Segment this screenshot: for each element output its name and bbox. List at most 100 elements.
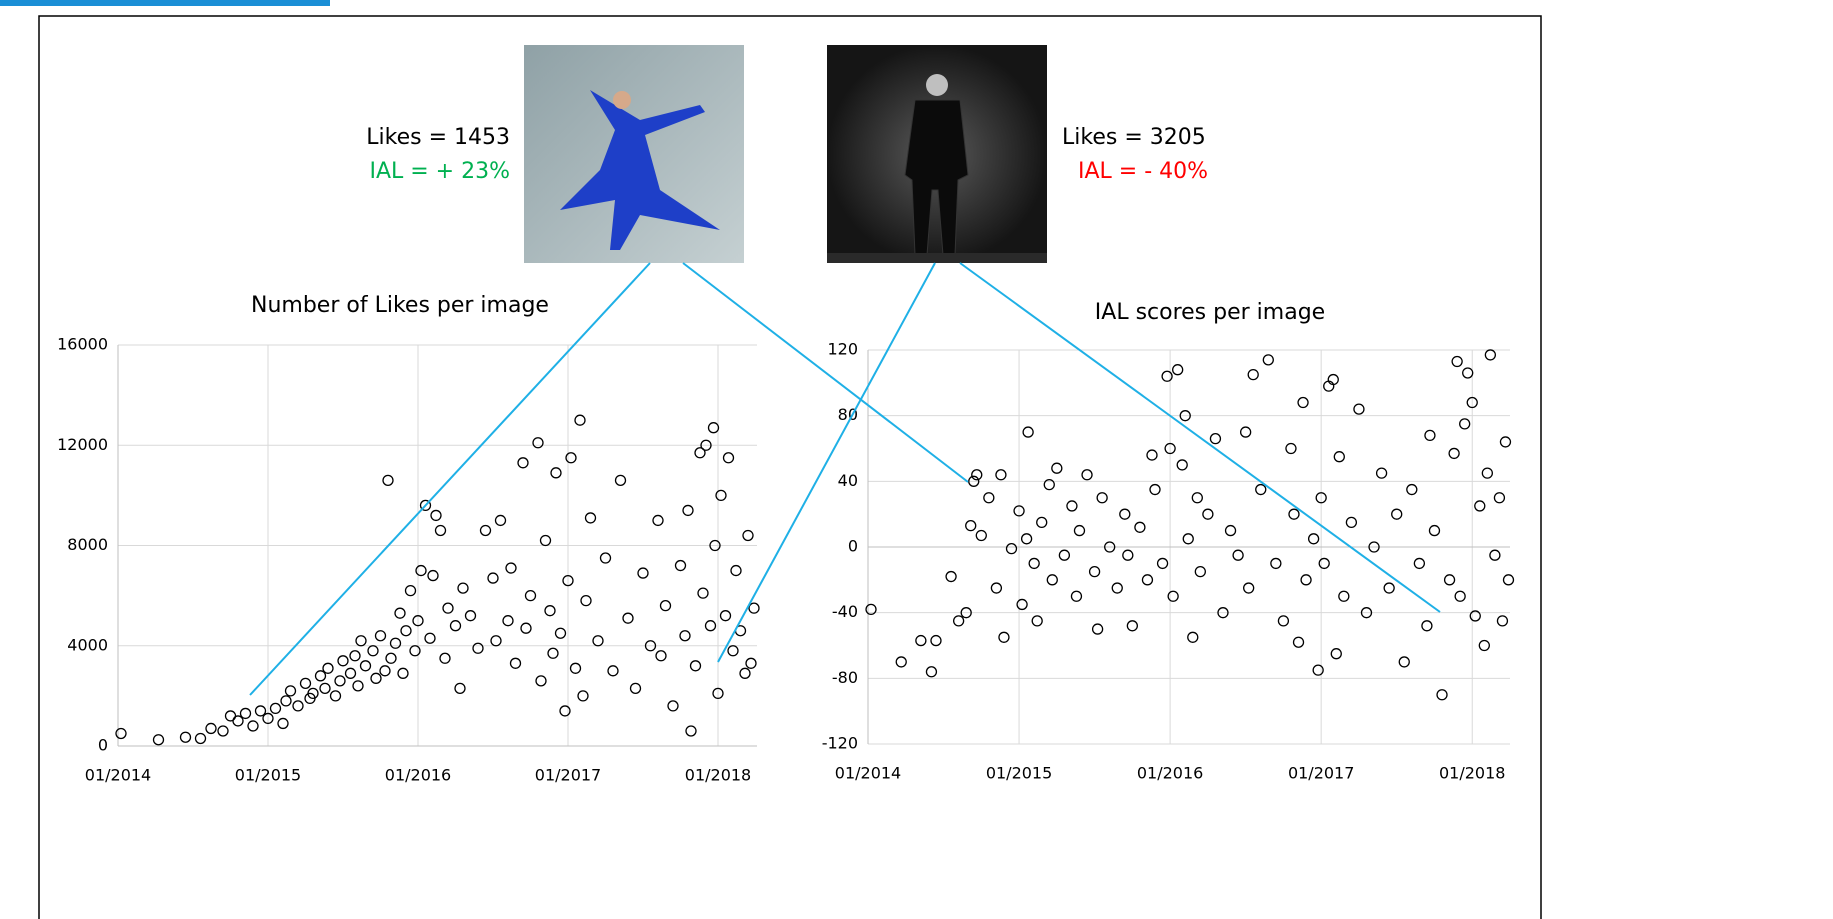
y-tick-label: 0 [98, 736, 108, 755]
point [1500, 437, 1510, 447]
point [1463, 368, 1473, 378]
point [1127, 621, 1137, 631]
point [926, 667, 936, 677]
point [1460, 419, 1470, 429]
x-tick-label: 01/2014 [85, 766, 151, 785]
point [631, 683, 641, 693]
point [946, 572, 956, 582]
point [721, 611, 731, 621]
point [668, 701, 678, 711]
point [1067, 501, 1077, 511]
point [511, 658, 521, 668]
point [984, 493, 994, 503]
point [431, 510, 441, 520]
point [371, 673, 381, 683]
point [1271, 558, 1281, 568]
point [661, 601, 671, 611]
point [1032, 616, 1042, 626]
point [593, 636, 603, 646]
point [323, 663, 333, 673]
point [271, 703, 281, 713]
point [1414, 558, 1424, 568]
point [346, 668, 356, 678]
point [380, 666, 390, 676]
point [1183, 534, 1193, 544]
point [1037, 517, 1047, 527]
point [488, 573, 498, 583]
x-tick-label: 01/2015 [235, 766, 301, 785]
point [335, 676, 345, 686]
point [1090, 567, 1100, 577]
point [680, 631, 690, 641]
point [1482, 468, 1492, 478]
point [458, 583, 468, 593]
point [916, 636, 926, 646]
point [1485, 350, 1495, 360]
point [241, 708, 251, 718]
y-tick-label: 4000 [67, 635, 108, 654]
point [724, 453, 734, 463]
point [436, 525, 446, 535]
point [1233, 550, 1243, 560]
point [541, 535, 551, 545]
point [1123, 550, 1133, 560]
point [709, 423, 719, 433]
point [503, 616, 513, 626]
point [743, 530, 753, 540]
point [496, 515, 506, 525]
point [338, 656, 348, 666]
point [1142, 575, 1152, 585]
point [1475, 501, 1485, 511]
point [1331, 649, 1341, 659]
point [1425, 430, 1435, 440]
photo-man [827, 45, 1047, 263]
x-tick-label: 01/2017 [535, 766, 601, 785]
point [331, 691, 341, 701]
point [443, 603, 453, 613]
point [1392, 509, 1402, 519]
point [1093, 624, 1103, 634]
point [154, 735, 164, 745]
point [1289, 509, 1299, 519]
point [1173, 365, 1183, 375]
annotation: IAL = - 40% [1078, 159, 1208, 184]
point [1437, 690, 1447, 700]
point [1354, 404, 1364, 414]
point [991, 583, 1001, 593]
point [293, 701, 303, 711]
x-tick-label: 01/2014 [835, 764, 901, 783]
point [551, 468, 561, 478]
y-tick-label: 0 [848, 537, 858, 556]
y-tick-label: 12000 [57, 435, 108, 454]
point [556, 628, 566, 638]
point [1503, 575, 1513, 585]
point [451, 621, 461, 631]
x-tick-label: 01/2017 [1288, 764, 1354, 783]
y-tick-label: -40 [832, 602, 858, 621]
point [1120, 509, 1130, 519]
point [731, 566, 741, 576]
point [698, 588, 708, 598]
point [1449, 448, 1459, 458]
point [1497, 616, 1507, 626]
point [1346, 517, 1356, 527]
point [571, 663, 581, 673]
point [1278, 616, 1288, 626]
point [1059, 550, 1069, 560]
point [248, 721, 258, 731]
point [972, 470, 982, 480]
point [1052, 463, 1062, 473]
point [428, 571, 438, 581]
point [1479, 641, 1489, 651]
point [581, 596, 591, 606]
point [481, 525, 491, 535]
point [425, 633, 435, 643]
point [455, 683, 465, 693]
point [686, 726, 696, 736]
point [623, 613, 633, 623]
x-tick-label: 01/2016 [1137, 764, 1203, 783]
point [676, 561, 686, 571]
point [401, 626, 411, 636]
point [1112, 583, 1122, 593]
point [691, 661, 701, 671]
